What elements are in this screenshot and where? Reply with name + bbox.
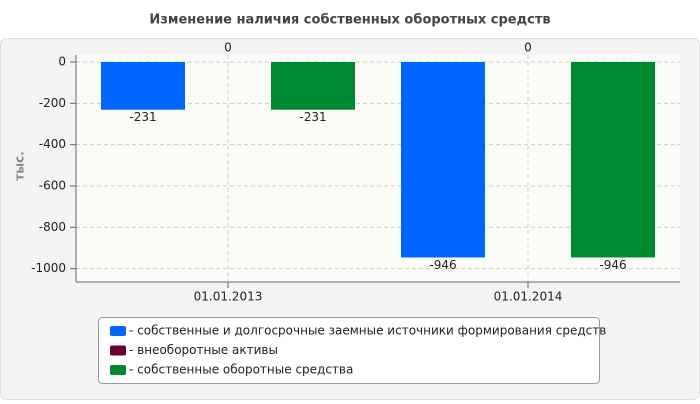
legend-label: - собственные оборотные средства [129, 363, 353, 377]
legend-label: - собственные и долгосрочные заемные ист… [129, 324, 606, 338]
bar [401, 62, 485, 258]
y-tick-label: -1000 [31, 261, 66, 275]
value-label: -231 [129, 110, 156, 124]
bar [571, 62, 655, 258]
legend-swatch [110, 326, 126, 336]
bar [271, 62, 355, 110]
value-label: -946 [429, 258, 456, 272]
y-tick-label: -400 [39, 137, 66, 151]
y-tick-label: -800 [39, 220, 66, 234]
value-label: -231 [299, 110, 326, 124]
legend-swatch [110, 345, 126, 356]
y-tick-label: -200 [39, 96, 66, 110]
value-label: -946 [599, 258, 626, 272]
legend [98, 317, 600, 384]
x-tick-label: 01.01.2013 [194, 290, 263, 304]
bar [101, 62, 185, 110]
value-label: 0 [224, 41, 232, 55]
chart-title: Изменение наличия собственных оборотных … [149, 13, 550, 28]
y-tick-label: -600 [39, 178, 66, 192]
y-tick-label: 0 [58, 55, 66, 69]
value-label: 0 [524, 41, 532, 55]
legend-label: - внеоборотные активы [129, 343, 278, 357]
x-tick-label: 01.01.2014 [494, 290, 563, 304]
y-axis-label: тыс. [13, 151, 27, 180]
legend-swatch [110, 365, 126, 375]
